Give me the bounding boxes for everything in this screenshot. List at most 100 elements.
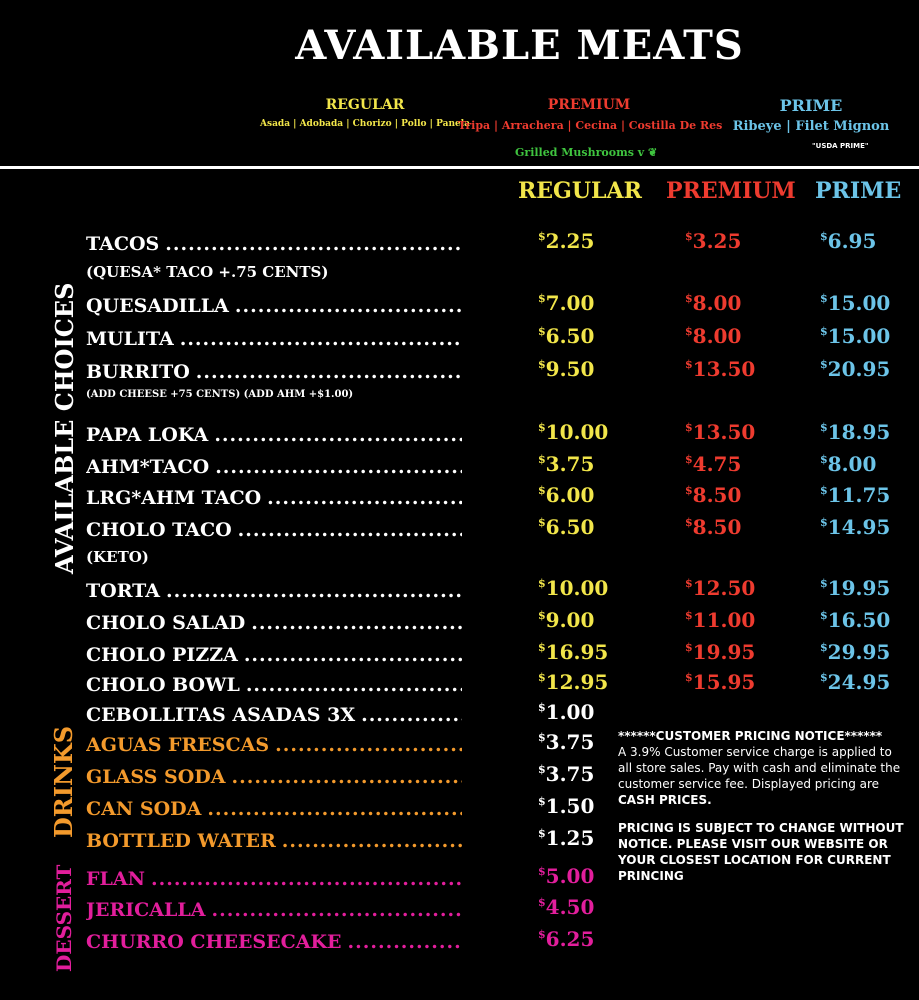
price-premium: $3.25: [685, 229, 741, 253]
item-name: AGUAS FRESCAS: [86, 734, 276, 756]
price-value: 5.00: [545, 864, 595, 888]
item-name-line: MULITA..................................…: [86, 328, 462, 350]
dollar-sign: $: [538, 795, 546, 808]
meat-premium-extra: Grilled Mushrooms v ❦: [515, 146, 657, 159]
item-name: BURRITO: [86, 361, 196, 383]
mushroom-label: Grilled Mushrooms v: [515, 146, 645, 159]
dollar-sign: $: [820, 671, 828, 684]
item-name: CHOLO BOWL: [86, 674, 246, 696]
item-name-line: BURRITO.................................…: [86, 361, 462, 383]
price-value: 1.00: [545, 700, 595, 724]
price-value: 4.50: [545, 895, 595, 919]
dollar-sign: $: [538, 609, 546, 622]
price-value: 3.75: [545, 762, 595, 786]
price-prime: $19.95: [820, 576, 890, 600]
dollar-sign: $: [538, 453, 546, 466]
price-regular: $3.75: [538, 452, 594, 476]
section-label-drinks: DRINKS: [49, 725, 78, 838]
item-name: GLASS SODA: [86, 766, 232, 788]
price-value: 6.25: [545, 927, 595, 951]
notice-footer: PRICING IS SUBJECT TO CHANGE WITHOUT NOT…: [618, 821, 904, 883]
item-name-line: FLAN....................................…: [86, 868, 462, 890]
item-name-line: AHM*TACO................................…: [86, 456, 462, 478]
item-name-line: CHOLO TACO..............................…: [86, 519, 462, 541]
dot-leader: ........................................…: [234, 295, 462, 317]
price-value: 13.50: [692, 357, 756, 381]
notice-heading: ******CUSTOMER PRICING NOTICE******: [618, 729, 883, 743]
price-value: 14.95: [827, 515, 891, 539]
item-name: PAPA LOKA: [86, 424, 215, 446]
price-regular: $10.00: [538, 420, 608, 444]
dollar-sign: $: [820, 484, 828, 497]
dollar-sign: $: [538, 731, 546, 744]
dollar-sign: $: [538, 641, 546, 654]
notice-cash: CASH PRICES.: [618, 793, 712, 807]
price-value: 15.00: [827, 324, 891, 348]
price-value: 29.95: [827, 640, 891, 664]
meat-prime-label: PRIME: [779, 96, 843, 115]
dollar-sign: $: [820, 230, 828, 243]
price-value: 6.95: [827, 229, 877, 253]
item-name: CEBOLLITAS ASADAS 3X: [86, 704, 362, 726]
price-premium: $8.50: [685, 515, 741, 539]
price-prime: $29.95: [820, 640, 890, 664]
dollar-sign: $: [820, 325, 828, 338]
price-value: 19.95: [827, 576, 891, 600]
price-value: 19.95: [692, 640, 756, 664]
price-prime: $24.95: [820, 670, 890, 694]
dollar-sign: $: [538, 577, 546, 590]
price-regular: $9.00: [538, 608, 594, 632]
dot-leader: ........................................…: [347, 931, 463, 953]
price-dessert: $5.00: [538, 864, 594, 888]
dollar-sign: $: [685, 453, 693, 466]
price-prime: $8.00: [820, 452, 876, 476]
price-regular: $7.00: [538, 291, 594, 315]
meat-regular-label: REGULAR: [325, 97, 405, 113]
dollar-sign: $: [538, 701, 546, 714]
section-label-choices: AVAILABLE CHOICES: [50, 282, 79, 574]
item-name-line: QUESADILLA..............................…: [86, 295, 462, 317]
dollar-sign: $: [538, 865, 546, 878]
price-prime: $11.75: [820, 483, 890, 507]
price-premium: $4.75: [685, 452, 741, 476]
dollar-sign: $: [538, 671, 546, 684]
dollar-sign: $: [538, 827, 546, 840]
item-name: TORTA: [86, 580, 166, 602]
dot-leader: ........................................…: [281, 830, 462, 852]
price-regular: $16.95: [538, 640, 608, 664]
section-label-dessert: DESSERT: [52, 864, 76, 972]
price-regular: $6.50: [538, 515, 594, 539]
item-name-line: CHURRO CHEESECAKE.......................…: [86, 931, 462, 953]
item-name-line: CHOLO SALAD.............................…: [86, 612, 462, 634]
item-name: AHM*TACO: [86, 456, 216, 478]
price-value: 10.00: [545, 420, 609, 444]
item-name-line: PAPA LOKA...............................…: [86, 424, 462, 446]
dot-leader: ........................................…: [211, 899, 462, 921]
dot-leader: ........................................…: [214, 424, 462, 446]
item-name: CHOLO TACO: [86, 519, 238, 541]
price-value: 13.50: [692, 420, 756, 444]
column-premium: PREMIUM: [666, 178, 796, 204]
dollar-sign: $: [820, 641, 828, 654]
dollar-sign: $: [538, 230, 546, 243]
dot-leader: ........................................…: [195, 361, 462, 383]
price-dessert: $6.25: [538, 927, 594, 951]
price-value: 1.25: [545, 826, 595, 850]
price-prime: $15.00: [820, 291, 890, 315]
notice-body: A 3.9% Customer service charge is applie…: [618, 745, 901, 791]
dollar-sign: $: [820, 516, 828, 529]
meat-prime: PRIME Ribeye | Filet Mignon: [718, 96, 904, 134]
dot-leader: ........................................…: [251, 612, 462, 634]
item-name-line: CHOLO PIZZA.............................…: [86, 644, 462, 666]
item-name: CHOLO PIZZA: [86, 644, 244, 666]
dollar-sign: $: [685, 484, 693, 497]
note-tacos: (QUESA* TACO +.75 CENTS): [86, 263, 329, 281]
price-value: 3.75: [545, 452, 595, 476]
dollar-sign: $: [538, 896, 546, 909]
price-premium: $19.95: [685, 640, 755, 664]
dot-leader: ........................................…: [207, 798, 462, 820]
price-value: 8.50: [692, 483, 742, 507]
dot-leader: ........................................…: [245, 674, 462, 696]
dollar-sign: $: [685, 609, 693, 622]
pricing-notice: ******CUSTOMER PRICING NOTICE****** A 3.…: [618, 728, 908, 884]
